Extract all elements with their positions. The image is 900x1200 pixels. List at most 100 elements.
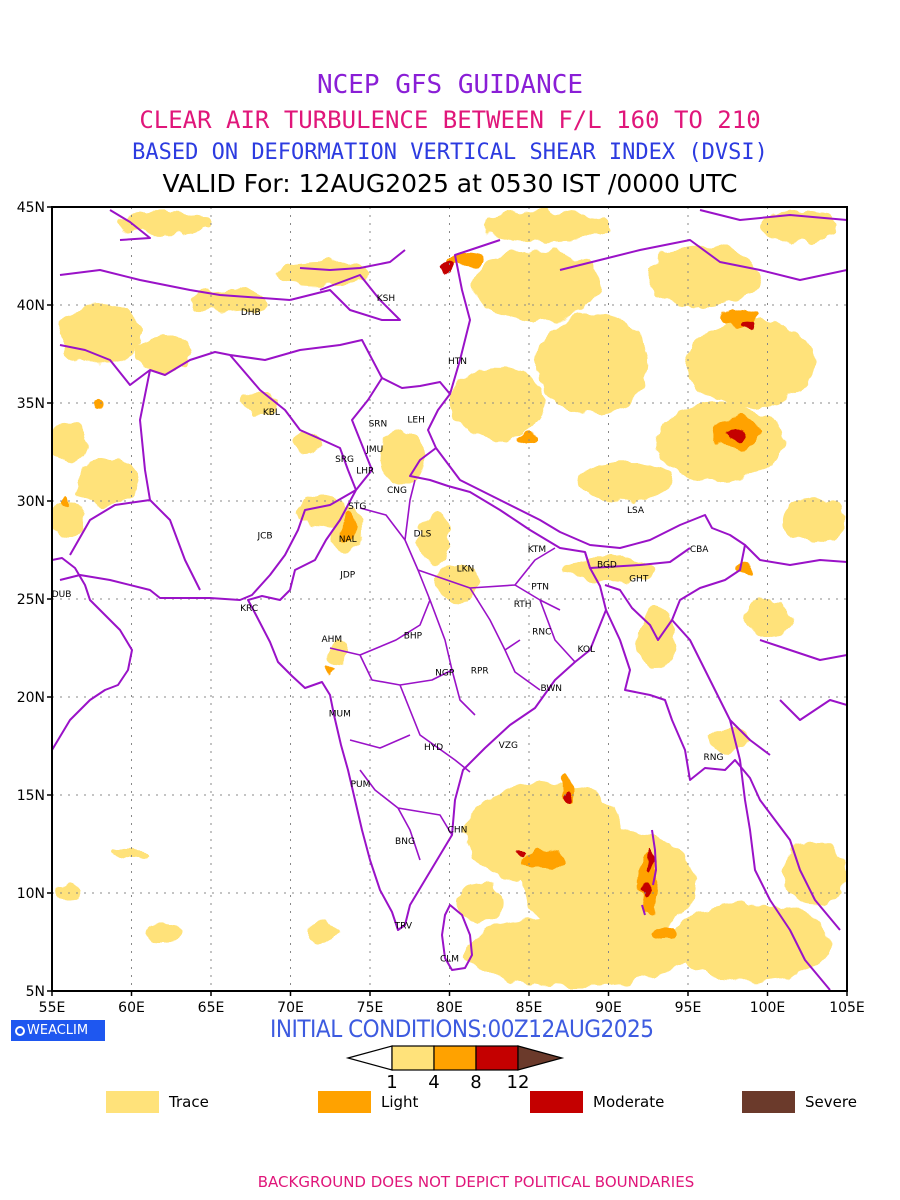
y-tick-label: 5N: [26, 984, 45, 1000]
tibet-china-lines: [109, 209, 847, 641]
station-nal: NAL: [339, 535, 357, 545]
logo-circle-icon: [15, 1026, 25, 1036]
station-dls: DLS: [414, 529, 432, 539]
colorbar-light-segment: [433, 1045, 477, 1071]
station-chn: CHN: [448, 825, 468, 835]
station-leh: LEH: [407, 416, 424, 426]
turbulence-area-light: [325, 667, 336, 676]
turbulence-area-trace: [144, 924, 183, 941]
turbulence-area-trace: [560, 557, 657, 582]
legend-swatch-severe: [742, 1091, 795, 1113]
turbulence-area-trace: [75, 457, 140, 505]
station-lhr: LHR: [356, 467, 374, 477]
colorbar-moderate-segment: [475, 1045, 519, 1071]
station-rth: RTH: [514, 600, 532, 610]
turbulence-area-trace: [473, 250, 601, 321]
station-bwn: BWN: [541, 684, 563, 694]
station-ksh: KSH: [377, 294, 395, 304]
station-bng: BNG: [395, 837, 415, 847]
turbulence-area-trace: [576, 461, 673, 501]
disclaimer-footer: BACKGROUND DOES NOT DEPICT POLITICAL BOU…: [257, 1173, 695, 1191]
station-dub: DUB: [52, 590, 72, 600]
x-tick-label: 80E: [436, 1000, 463, 1016]
station-bgd: BGD: [597, 561, 617, 571]
turbulence-area-trace: [759, 210, 840, 243]
turbulence-area-trace: [481, 210, 609, 243]
logo-text: WEACLIM: [27, 1023, 89, 1038]
turbulence-area-moderate: [740, 320, 757, 329]
turbulence-area-trace: [783, 497, 847, 545]
turbulence-area-trace: [465, 916, 688, 988]
turbulence-area-light: [651, 924, 677, 941]
turbulence-area-light: [91, 399, 108, 411]
x-tick-label: 105E: [829, 1000, 865, 1016]
turbulence-area-trace: [52, 422, 87, 462]
legend-swatch-trace: [106, 1091, 159, 1113]
turbulence-area-light: [522, 849, 568, 870]
station-kol: KOL: [577, 645, 595, 655]
turbulence-areas: [52, 210, 847, 988]
turbulence-area-trace: [672, 902, 832, 982]
weaclim-logo: WEACLIM: [11, 1020, 105, 1041]
colorbar-trace-segment: [391, 1045, 435, 1071]
station-ght: GHT: [629, 574, 649, 584]
x-tick-label: 75E: [357, 1000, 384, 1016]
turbulence-area-trace: [55, 885, 81, 901]
turbulence-area-trace: [648, 244, 760, 307]
turbulence-area-trace: [290, 432, 323, 453]
turbulence-area-trace: [274, 261, 370, 286]
legend-label: Light: [381, 1093, 419, 1111]
pakistan-afghanistan-lines: [59, 269, 401, 601]
india-outline: [247, 377, 607, 931]
valid-time-title: VALID For: 12AUG2025 at 0530 IST /0000 U…: [162, 169, 738, 198]
station-rpr: RPR: [471, 667, 489, 677]
station-lsa: LSA: [627, 506, 645, 516]
station-cng: CNG: [387, 486, 407, 496]
y-tick-label: 30N: [17, 494, 45, 510]
station-dhb: DHB: [241, 308, 261, 318]
legend-swatch-moderate: [530, 1091, 583, 1113]
station-ptn: PTN: [531, 582, 549, 592]
station-ngp: NGP: [435, 669, 455, 679]
station-clm: CLM: [440, 955, 459, 965]
station-kbl: KBL: [263, 408, 280, 418]
turbulence-area-trace: [58, 303, 142, 366]
arabia-coast: [52, 557, 133, 751]
station-rnc: RNC: [532, 627, 551, 637]
initial-conditions-label: INITIAL CONDITIONS:00Z12AUG2025: [270, 1015, 654, 1043]
srilanka-outline: [441, 904, 473, 971]
colorbar-severe-triangle: [517, 1045, 565, 1071]
legend-label: Moderate: [593, 1093, 665, 1111]
turbulence-area-moderate: [646, 847, 654, 872]
station-krc: KRC: [240, 604, 258, 614]
legend-swatch-light: [318, 1091, 371, 1113]
colorbar-tick: 4: [428, 1072, 439, 1090]
turbulence-area-trace: [306, 922, 339, 942]
station-cba: CBA: [690, 545, 709, 555]
y-tick-label: 10N: [17, 886, 45, 902]
station-rng: RNG: [703, 753, 723, 763]
chart-title-line-1: NCEP GFS GUIDANCE: [316, 70, 584, 100]
turbulence-area-light: [517, 432, 541, 445]
andaman-islands: [641, 829, 657, 916]
legend-label: Severe: [805, 1093, 857, 1111]
color-scale-bar: 1 4 8 12: [345, 1045, 565, 1090]
chart-title-line-2: CLEAR AIR TURBULENCE BETWEEN F/L 160 TO …: [139, 106, 761, 134]
station-srn: SRN: [369, 420, 388, 430]
turbulence-area-trace: [52, 500, 84, 541]
colorbar-tick: 12: [507, 1072, 530, 1090]
station-hyd: HYD: [424, 743, 443, 753]
station-stg: STG: [348, 502, 366, 512]
station-mum: MUM: [329, 710, 351, 720]
station-trv: TRV: [394, 921, 413, 931]
coastline-boundaries: [52, 209, 847, 991]
colorbar-tick: 1: [386, 1072, 397, 1090]
y-tick-label: 20N: [17, 690, 45, 706]
turbulence-area-trace: [328, 642, 348, 666]
turbulence-area-trace: [688, 320, 816, 407]
turbulence-area-moderate: [640, 881, 650, 897]
state-lines: [329, 479, 576, 861]
bangladesh-myanmar-lines: [605, 544, 847, 991]
station-srg: SRG: [335, 455, 354, 465]
